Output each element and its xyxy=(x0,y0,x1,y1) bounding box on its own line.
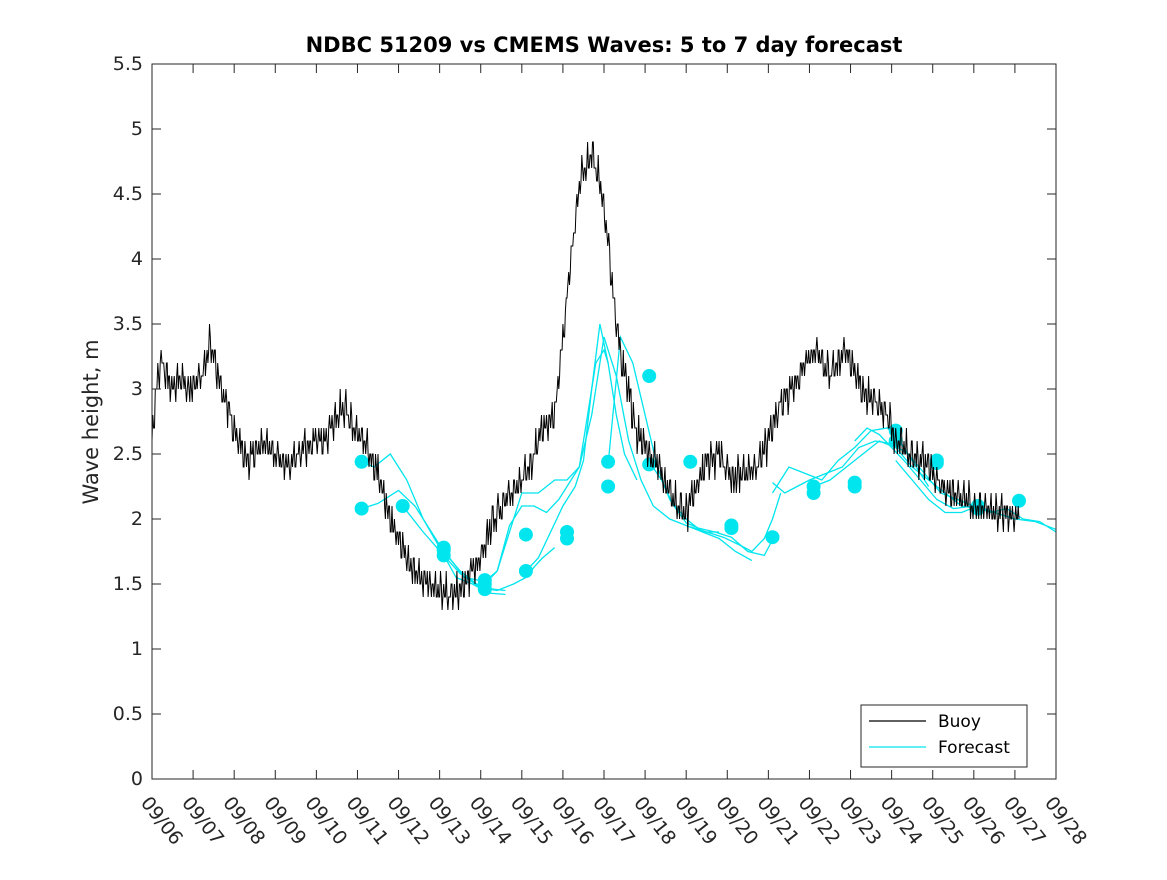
y-tick-label: 5.5 xyxy=(113,53,143,75)
y-tick-label: 1 xyxy=(131,638,143,660)
buoy-line xyxy=(152,141,1020,611)
forecast-marker-14 xyxy=(601,454,616,469)
forecast-marker-10 xyxy=(518,527,533,542)
forecast-line-10 xyxy=(690,492,782,553)
forecast-line-5 xyxy=(484,348,609,585)
forecast-marker-32 xyxy=(1012,493,1026,508)
y-tick-label: 1.5 xyxy=(113,573,143,595)
forecast-line-7 xyxy=(566,336,720,533)
legend-box xyxy=(860,704,1028,768)
forecast-marker-20 xyxy=(724,521,739,536)
forecast-line-6 xyxy=(525,323,638,572)
forecast-line-8 xyxy=(607,334,753,562)
y-tick-label: 5 xyxy=(131,118,143,140)
forecast-marker-25 xyxy=(847,479,862,494)
y-tick-label: 0.5 xyxy=(113,703,143,725)
y-tick-label: 3.5 xyxy=(113,313,143,335)
forecast-marker-16 xyxy=(642,369,657,383)
forecast-marker-2 xyxy=(354,501,369,516)
forecast-marker-13 xyxy=(560,525,574,539)
forecast-marker-23 xyxy=(806,486,821,500)
forecast-marker-15 xyxy=(601,479,616,494)
y-tick-label: 0 xyxy=(131,768,143,790)
y-tick-label: 2 xyxy=(131,508,143,530)
y-tick-label: 4 xyxy=(131,248,143,270)
chart-title: NDBC 51209 vs CMEMS Waves: 5 to 7 day fo… xyxy=(306,33,903,57)
forecast-line-11 xyxy=(772,440,975,507)
forecast-marker-21 xyxy=(765,530,780,545)
legend-buoy-label: Buoy xyxy=(938,712,981,732)
y-axis-label: Wave height, m xyxy=(79,339,103,504)
plot-area xyxy=(152,141,1056,611)
forecast-marker-6 xyxy=(436,543,451,558)
y-tick-label: 2.5 xyxy=(113,443,143,465)
forecast-line-14 xyxy=(854,427,1056,533)
forecast-marker-18 xyxy=(683,454,698,469)
y-tick-label: 3 xyxy=(131,378,143,400)
y-tick-label: 4.5 xyxy=(113,183,143,205)
forecast-marker-3 xyxy=(395,499,410,513)
legend: Buoy Forecast xyxy=(860,704,1028,768)
forecast-marker-1 xyxy=(354,454,369,469)
forecast-marker-9 xyxy=(477,573,492,588)
legend-forecast-label: Forecast xyxy=(938,738,1010,758)
forecast-marker-11 xyxy=(518,564,533,578)
